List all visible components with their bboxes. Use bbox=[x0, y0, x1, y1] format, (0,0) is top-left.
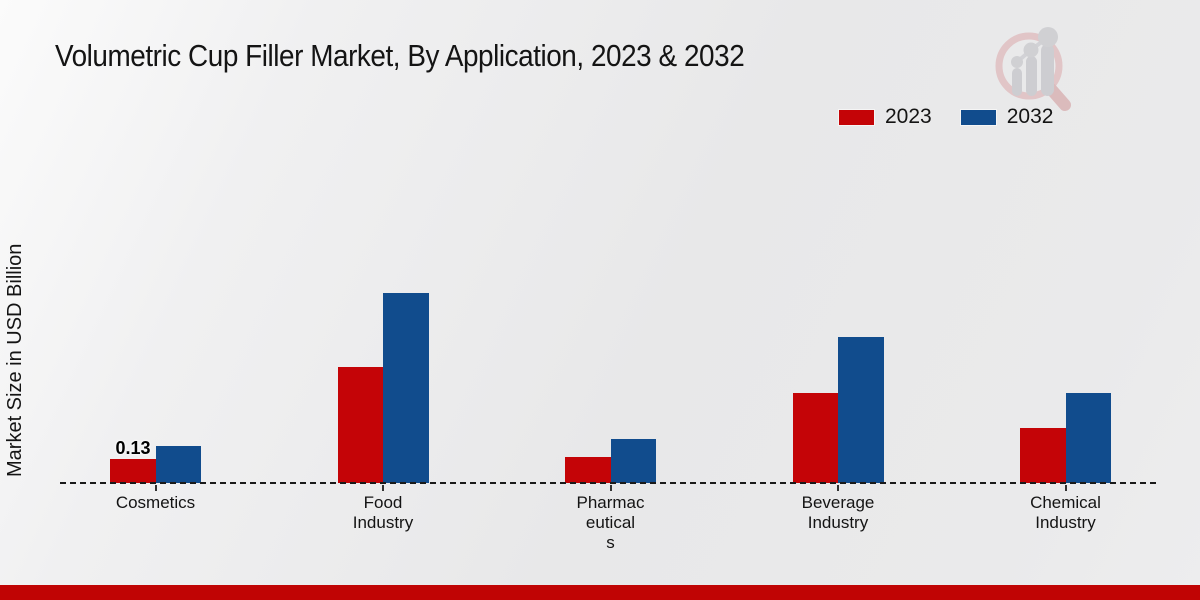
logo-bar-mid bbox=[1026, 56, 1037, 96]
legend-item-2032: 2032 bbox=[959, 105, 1054, 129]
logo-dot-small bbox=[1011, 56, 1023, 68]
x-axis-baseline bbox=[60, 482, 1156, 484]
logo-dot-mid bbox=[1023, 42, 1039, 58]
bar-2023-food-industry bbox=[337, 367, 383, 483]
bar-2023-chemical-industry bbox=[1020, 428, 1066, 483]
magnifier-ring bbox=[995, 32, 1063, 100]
category-label-food-industry: Food Industry bbox=[352, 493, 414, 532]
logo-dot-large bbox=[1038, 27, 1058, 47]
logo-bar-small bbox=[1012, 68, 1022, 96]
legend-label-2023: 2023 bbox=[885, 105, 932, 128]
x-axis-tick bbox=[154, 485, 157, 491]
bar-2023-beverage-industry bbox=[792, 393, 838, 483]
legend: 2023 2032 bbox=[838, 105, 1053, 129]
bar-2032-pharmaceuticals bbox=[610, 439, 656, 483]
legend-swatch-2032 bbox=[959, 108, 997, 126]
bar-2023-pharmaceuticals bbox=[565, 457, 611, 483]
bar-2032-beverage-industry bbox=[838, 337, 884, 483]
x-axis-tick bbox=[609, 485, 612, 491]
bar-2023-cosmetics bbox=[110, 459, 156, 483]
category-label-cosmetics: Cosmetics bbox=[115, 493, 196, 512]
category-label-beverage-industry: Beverage Industry bbox=[801, 493, 875, 532]
footer-bar bbox=[0, 585, 1200, 600]
magnifier-growth-chart-logo-icon bbox=[995, 27, 1071, 111]
x-axis-tick bbox=[1064, 485, 1067, 491]
chart-title: Volumetric Cup Filler Market, By Applica… bbox=[55, 38, 745, 73]
x-axis-tick bbox=[837, 485, 839, 491]
bar-value-label: 0.13 bbox=[115, 438, 151, 458]
logo-bar-tall bbox=[1041, 44, 1054, 96]
category-label-chemical-industry: Chemical Industry bbox=[1030, 493, 1101, 532]
x-axis-tick bbox=[382, 485, 384, 491]
legend-item-2023: 2023 bbox=[838, 105, 932, 129]
bar-2032-food-industry bbox=[383, 293, 429, 483]
legend-swatch-2023 bbox=[838, 108, 875, 126]
bar-2032-chemical-industry bbox=[1065, 393, 1111, 483]
legend-label-2032: 2032 bbox=[1006, 105, 1054, 128]
category-label-pharmaceuticals: Pharmac eutical s bbox=[576, 493, 645, 552]
bar-2032-cosmetics bbox=[155, 446, 201, 483]
